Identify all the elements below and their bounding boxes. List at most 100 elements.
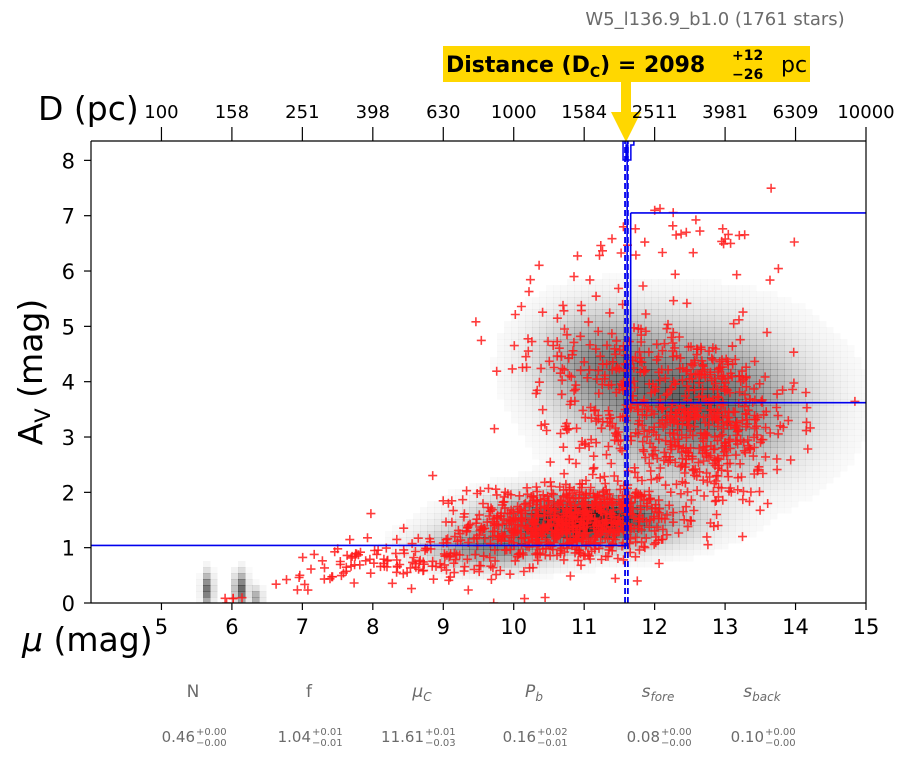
star-marker — [538, 531, 548, 541]
star-marker — [525, 563, 535, 573]
density-cell — [609, 399, 617, 406]
density-cell — [560, 567, 568, 574]
density-cell — [805, 387, 813, 394]
density-cell — [525, 303, 533, 310]
density-cell — [763, 441, 771, 448]
density-cell — [665, 279, 673, 286]
star-marker — [681, 502, 691, 512]
density-cell — [777, 453, 785, 460]
star-marker — [598, 359, 608, 369]
density-cell — [854, 357, 862, 364]
star-marker — [610, 423, 620, 433]
density-cell — [511, 363, 519, 370]
density-cell — [693, 333, 701, 340]
star-marker — [733, 473, 743, 483]
density-cell — [679, 387, 687, 394]
star-marker — [591, 497, 601, 507]
density-cell — [840, 465, 848, 472]
density-cell — [644, 321, 652, 328]
density-cell — [784, 483, 792, 490]
density-cell — [441, 573, 449, 580]
star-marker — [589, 493, 599, 502]
density-cell — [567, 483, 575, 490]
density-cell — [602, 405, 610, 412]
density-cell — [581, 303, 589, 310]
density-cell — [665, 351, 673, 358]
density-cell — [721, 315, 729, 322]
density-cell — [210, 597, 218, 603]
density-cell — [812, 321, 820, 328]
density-cell — [763, 339, 771, 346]
density-cell — [441, 501, 449, 508]
density-cell — [581, 471, 589, 478]
star-marker — [572, 527, 582, 537]
star-marker — [647, 406, 657, 416]
density-cell — [679, 489, 687, 496]
density-cell — [490, 549, 498, 556]
density-cell — [763, 363, 771, 370]
star-marker — [515, 504, 525, 514]
density-cell — [518, 567, 526, 574]
density-cell — [693, 339, 701, 346]
density-cell — [728, 531, 736, 538]
density-cell — [504, 321, 512, 328]
density-cell — [728, 477, 736, 484]
density-cell — [777, 357, 785, 364]
density-cell — [819, 345, 827, 352]
density-cell — [490, 561, 498, 568]
star-marker — [562, 539, 572, 548]
density-cell — [700, 333, 708, 340]
density-cell — [427, 519, 435, 526]
density-cell — [252, 585, 260, 592]
star-marker — [697, 367, 707, 376]
density-cell — [805, 453, 813, 460]
density-cell — [560, 285, 568, 292]
density-cell — [595, 291, 603, 298]
density-cell — [819, 411, 827, 418]
density-cell — [644, 441, 652, 448]
density-cell — [665, 309, 673, 316]
density-cell — [637, 549, 645, 556]
star-marker — [697, 356, 707, 366]
star-marker — [531, 500, 541, 510]
density-cell — [693, 315, 701, 322]
density-cell — [700, 525, 708, 532]
density-cell — [420, 513, 428, 520]
density-cell — [784, 381, 792, 388]
density-cell — [791, 303, 799, 310]
star-marker — [688, 403, 698, 413]
density-cell — [700, 501, 708, 508]
density-cell — [826, 423, 834, 430]
star-marker — [712, 510, 722, 519]
star-marker — [606, 459, 616, 468]
star-marker — [657, 415, 667, 425]
density-cell — [770, 315, 778, 322]
y-tick-label: 5 — [62, 315, 75, 339]
x-tick-label: 10 — [500, 615, 527, 639]
density-cell — [707, 351, 715, 358]
density-cell — [714, 333, 722, 340]
density-cell — [784, 333, 792, 340]
density-cell — [504, 537, 512, 544]
density-cell — [616, 279, 624, 286]
density-cell — [679, 405, 687, 412]
star-marker — [565, 483, 575, 493]
star-marker — [550, 531, 560, 541]
density-cell — [532, 357, 540, 364]
star-marker — [635, 357, 645, 367]
density-cell — [798, 405, 806, 412]
density-cell — [812, 333, 820, 340]
star-marker — [668, 338, 678, 348]
density-cell — [567, 561, 575, 568]
star-marker — [585, 365, 594, 375]
density-cell — [504, 375, 512, 382]
density-cell — [728, 381, 736, 388]
density-cell — [574, 483, 582, 490]
density-cell — [854, 387, 862, 394]
density-cell — [532, 447, 540, 454]
density-cell — [777, 345, 785, 352]
density-cell — [819, 375, 827, 382]
density-cell — [637, 471, 645, 478]
density-cell — [609, 375, 617, 382]
density-cell — [770, 357, 778, 364]
